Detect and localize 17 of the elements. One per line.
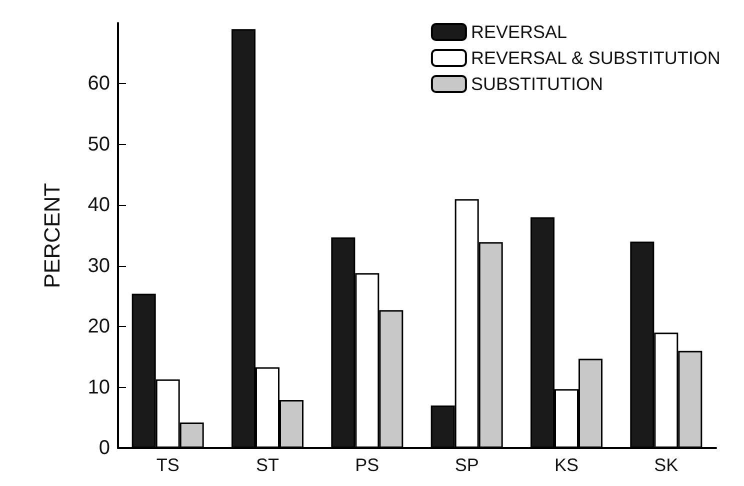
x-tick-label: SK <box>654 455 678 475</box>
x-tick-label: TS <box>156 455 180 475</box>
y-tick-label: 20 <box>88 316 110 338</box>
y-tick-label: 10 <box>88 376 110 398</box>
y-tick-label: 30 <box>88 254 110 277</box>
legend-label: REVERSAL <box>470 22 567 42</box>
legend-label: REVERSAL & SUBSTITUTION <box>470 48 720 68</box>
x-tick-label: PS <box>355 455 380 475</box>
x-tick-label: ST <box>256 455 280 475</box>
x-tick-label: SP <box>454 455 479 475</box>
legend-label: SUBSTITUTION <box>470 74 603 94</box>
y-axis-title: PERCENT <box>40 182 64 288</box>
y-tick-label: 40 <box>88 194 110 216</box>
y-tick-label: 50 <box>88 133 110 156</box>
y-tick-label: 0 <box>98 437 110 459</box>
y-tick-label: 60 <box>88 72 110 95</box>
x-tick-label: KS <box>554 455 579 475</box>
